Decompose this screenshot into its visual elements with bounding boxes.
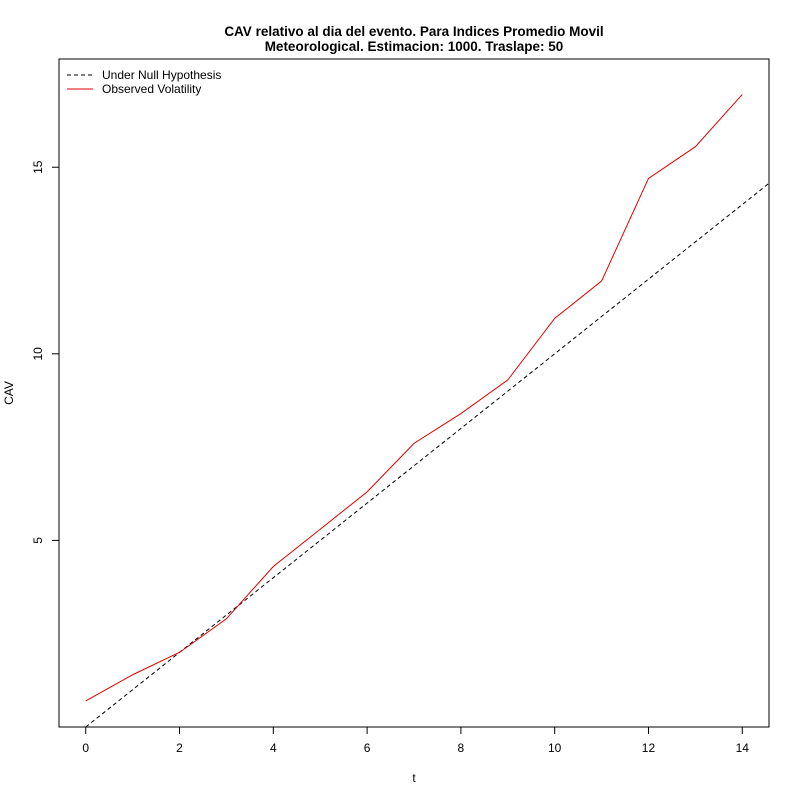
series-layer [85, 94, 769, 727]
chart-title-line2: Meteorological. Estimacion: 1000. Trasla… [265, 39, 564, 54]
x-axis-label: t [412, 771, 416, 785]
legend-label-null: Under Null Hypothesis [102, 68, 221, 82]
series-line-null-hypothesis [85, 182, 769, 727]
legend: Under Null Hypothesis Observed Volatilit… [67, 68, 221, 96]
legend-label-observed: Observed Volatility [102, 82, 201, 96]
x-tick-label: 2 [176, 741, 183, 755]
y-tick-label: 10 [31, 347, 45, 361]
y-axis-label: CAV [2, 381, 16, 405]
x-tick-label: 12 [642, 741, 656, 755]
x-tick-label: 8 [458, 741, 465, 755]
y-tick-label: 15 [31, 160, 45, 174]
chart-title-line1: CAV relativo al dia del evento. Para Ind… [224, 24, 603, 39]
y-axis: 5 10 15 [31, 160, 60, 544]
series-line-observed-volatility [85, 94, 743, 702]
y-tick-label: 5 [31, 537, 45, 544]
x-tick-label: 6 [364, 741, 371, 755]
x-tick-label: 10 [548, 741, 562, 755]
x-tick-label: 4 [270, 741, 277, 755]
x-tick-label: 14 [736, 741, 750, 755]
x-tick-label: 0 [82, 741, 89, 755]
x-axis: 0 2 4 6 8 10 12 14 [82, 726, 750, 755]
